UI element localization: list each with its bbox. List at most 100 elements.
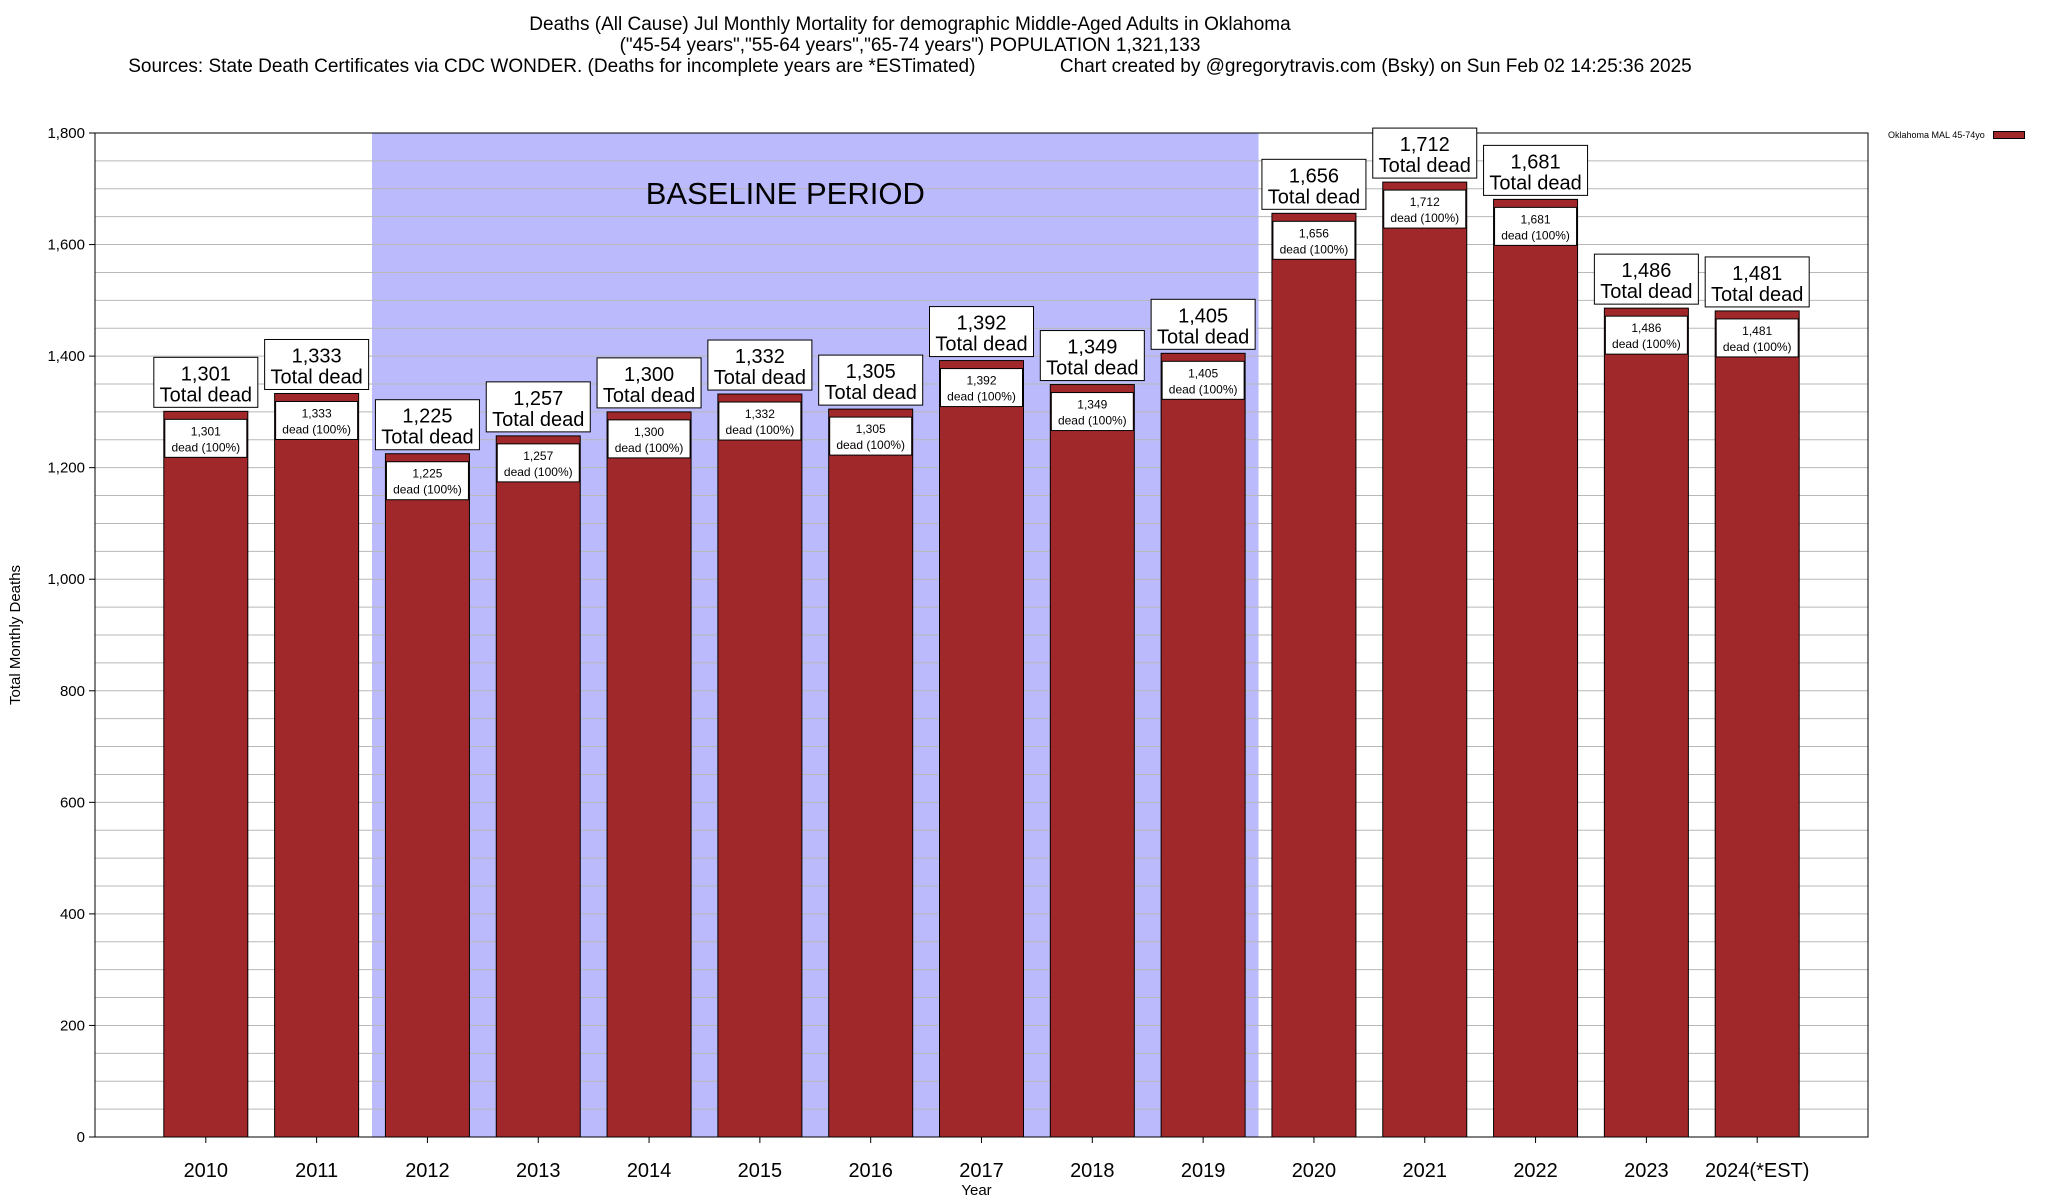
x-tick-label: 2023 [1624,1160,1669,1182]
bar-total-value-label: 1,486 [1621,260,1671,282]
bar-inner-value-label: 1,681 [1521,212,1551,226]
bar-outer-label-box [929,306,1034,358]
bar-outer-label-box [818,354,924,406]
bar-outer-label-box [153,356,259,408]
bar-outer-label-box [374,399,480,451]
y-tick-label: 400 [60,906,85,923]
bar-inner-percent-label: dead (100%) [171,440,240,454]
bar-total-value-label: 1,392 [956,313,1006,335]
x-tick-label: 2019 [1181,1160,1226,1182]
bar-total-dead-label: Total dead [492,409,584,431]
bar-total-value-label: 1,349 [1067,337,1117,359]
bar-inner-percent-label: dead (100%) [504,465,573,479]
bar [274,392,360,1138]
bar-total-value-label: 1,712 [1400,134,1450,156]
bar-inner-value-label: 1,712 [1410,195,1440,209]
x-tick-label: 2011 [295,1160,338,1182]
bar [828,408,914,1138]
bar-total-value-label: 1,481 [1732,263,1782,285]
bar-inner-label-box [1161,360,1245,400]
x-tick-label: 2015 [738,1160,783,1182]
bar-outer-label-box [596,357,702,409]
x-tick-label: 2020 [1292,1160,1337,1182]
bar-inner-value-label: 1,349 [1077,398,1107,412]
bar-outer-label-box [485,381,591,433]
bar-total-dead-label: Total dead [270,366,362,388]
bar-inner-label-box [829,416,913,456]
bar-total-value-label: 1,333 [292,345,342,367]
bar-inner-label-box [164,418,248,458]
bar [1049,384,1135,1138]
x-tick-label: 2014 [627,1160,672,1182]
bar-total-value-label: 1,300 [624,364,674,386]
bar-total-value-label: 1,681 [1511,151,1561,173]
x-axis-label: Year [961,1182,991,1199]
x-tick-label: 2022 [1513,1160,1558,1182]
bar [495,435,581,1138]
bar-total-dead-label: Total dead [603,385,695,407]
bar-total-value-label: 1,257 [513,388,563,410]
bar [1271,212,1357,1138]
x-tick-label: 2021 [1403,1160,1448,1182]
bar-inner-percent-label: dead (100%) [615,441,684,455]
bar-total-value-label: 1,405 [1178,305,1228,327]
y-tick-label: 1,000 [47,571,85,588]
bar-inner-label-box [607,419,691,459]
bar [939,360,1024,1138]
bar-outer-label-box [1039,330,1145,382]
bar-outer-label-box [1593,253,1699,305]
x-tick-label: 2012 [405,1160,450,1182]
bar-outer-label-box [1150,298,1256,350]
bar-total-dead-label: Total dead [1600,281,1692,303]
bar-outer-label-box [1483,144,1589,196]
chart-sources: Sources: State Death Certificates via CD… [128,56,976,77]
bar-inner-percent-label: dead (100%) [1058,414,1127,428]
bar-inner-percent-label: dead (100%) [947,390,1016,404]
bar-total-value-label: 1,332 [735,346,785,368]
bar-total-value-label: 1,225 [402,406,452,428]
bar-total-dead-label: Total dead [1268,186,1360,208]
bar-inner-value-label: 1,300 [634,425,664,439]
bar-total-dead-label: Total dead [381,427,473,449]
bar-inner-label-box [385,461,469,501]
y-tick-label: 600 [60,794,85,811]
bar [717,393,803,1138]
bar-inner-value-label: 1,486 [1631,321,1661,335]
bar-outer-label-box [264,338,370,390]
y-axis-label: Total Monthly Deaths [7,565,24,705]
x-tick-label: 2017 [959,1160,1004,1182]
bar-inner-percent-label: dead (100%) [836,438,905,452]
bar-inner-percent-label: dead (100%) [393,483,462,497]
bar-inner-label-box [496,443,580,483]
chart-sources-credit: Sources: State Death Certificates via CD… [0,56,1820,77]
y-tick-label: 800 [60,683,85,700]
title-block: Deaths (All Cause) Jul Monthly Mortality… [0,14,1820,77]
y-tick-label: 200 [60,1017,85,1034]
y-tick-label: 1,800 [47,125,85,142]
bar-outer-label-box [707,339,813,391]
bar-total-value-label: 1,305 [846,361,896,383]
bar [1603,307,1689,1138]
x-tick-label: 2024(*EST) [1705,1160,1810,1182]
x-tick-label: 2013 [516,1160,561,1182]
chart-credit: Chart created by @gregorytravis.com (Bsk… [1059,56,1692,77]
bar-total-value-label: 1,301 [181,363,231,385]
bar-inner-value-label: 1,405 [1188,366,1218,380]
y-tick-label: 1,200 [47,460,85,477]
bar-inner-value-label: 1,332 [745,407,775,421]
y-tick-label: 1,400 [47,348,85,365]
legend-swatch [1992,131,2025,139]
bar [384,453,470,1138]
bar-total-value-label: 1,656 [1289,165,1339,187]
bar-inner-percent-label: dead (100%) [1612,337,1681,351]
y-tick-label: 0 [77,1129,85,1146]
bar-inner-label-box [718,401,802,441]
